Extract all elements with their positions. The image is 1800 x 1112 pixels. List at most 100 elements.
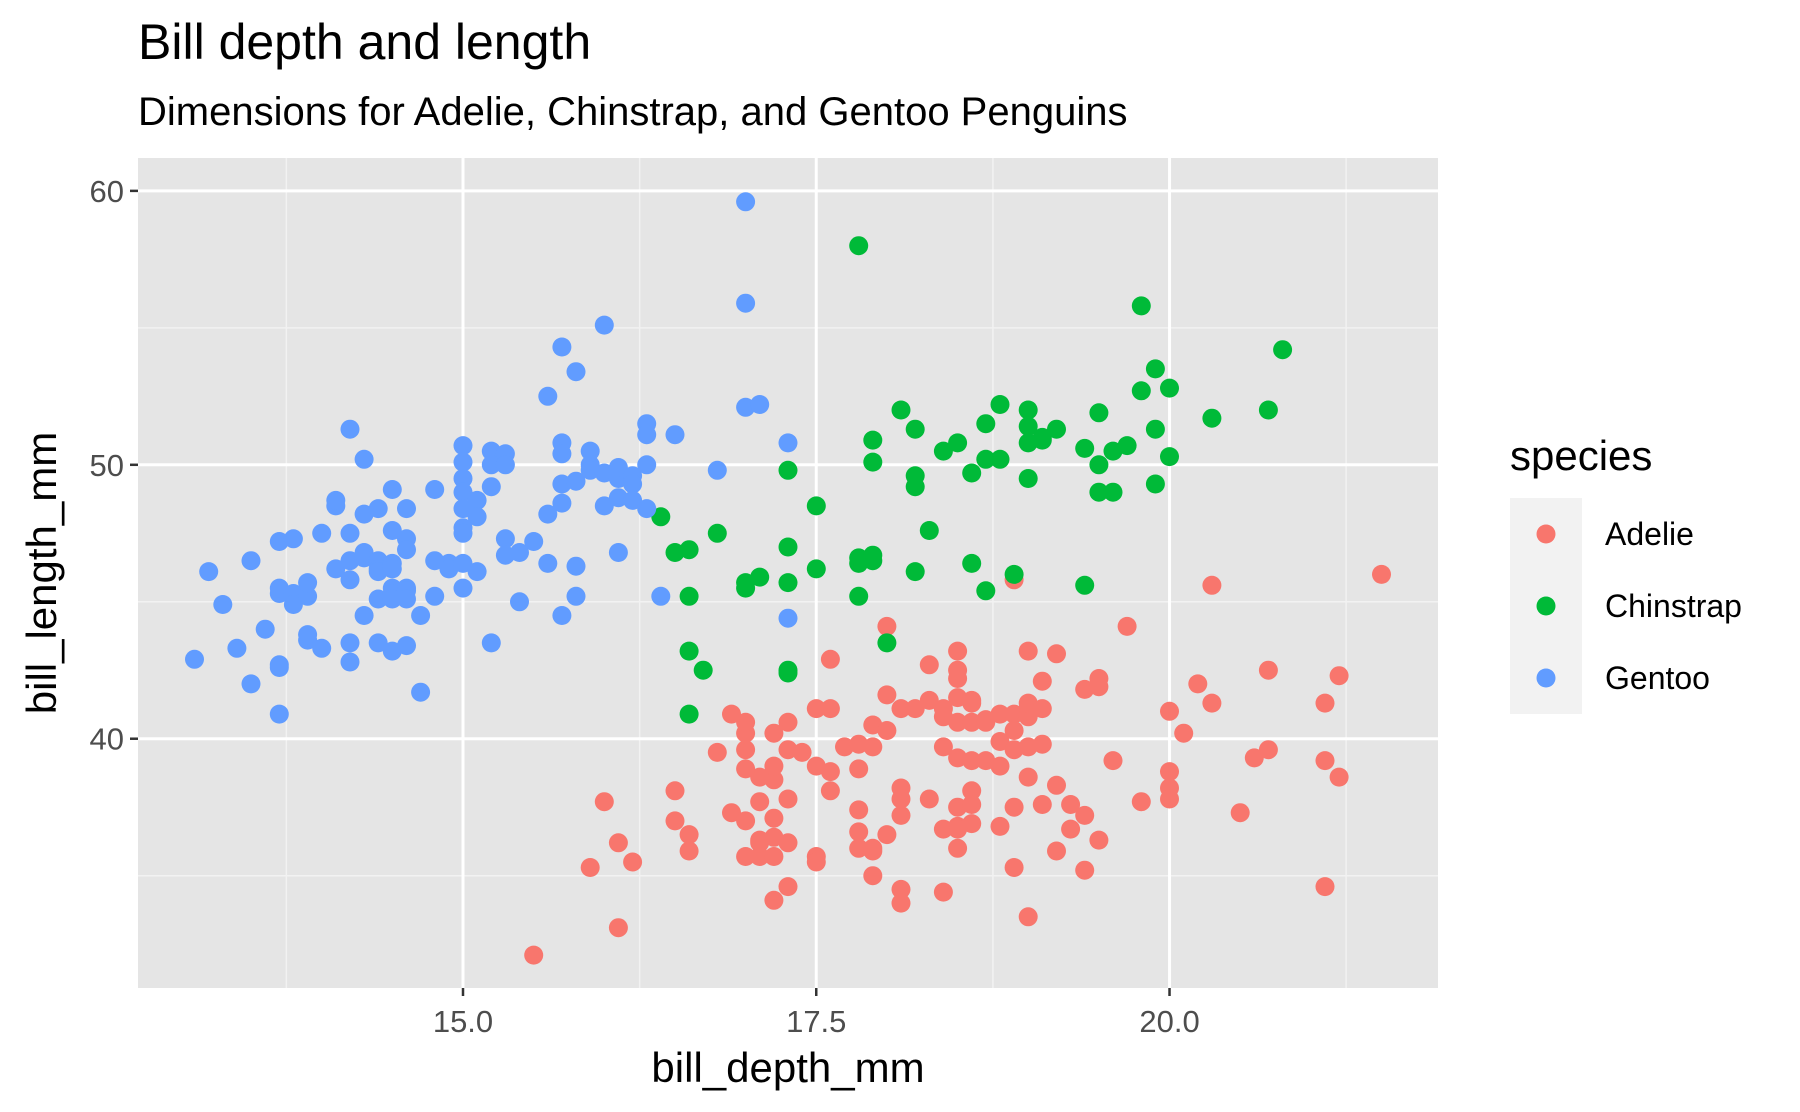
data-point-gentoo <box>524 532 544 551</box>
data-point-adelie <box>1032 699 1052 719</box>
data-point-gentoo <box>185 649 204 669</box>
data-point-gentoo <box>736 293 756 313</box>
data-point-gentoo <box>637 499 657 519</box>
data-point-adelie <box>594 792 614 812</box>
y-tick-label: 50 <box>90 448 124 483</box>
data-point-chinstrap <box>1131 296 1151 316</box>
data-point-adelie <box>990 756 1010 776</box>
data-point-chinstrap <box>806 559 826 579</box>
data-point-adelie <box>1018 707 1038 727</box>
data-point-gentoo <box>340 633 360 653</box>
data-point-adelie <box>750 792 770 812</box>
data-point-chinstrap <box>976 414 996 434</box>
minor-gridlines <box>138 158 1438 988</box>
data-point-gentoo <box>425 586 445 606</box>
data-point-gentoo <box>453 452 473 472</box>
data-point-gentoo <box>665 425 685 445</box>
data-point-gentoo <box>255 619 275 639</box>
data-point-gentoo <box>651 586 671 606</box>
legend-key-gentoo <box>1536 668 1556 688</box>
data-point-adelie <box>1047 644 1066 664</box>
data-point-chinstrap <box>962 553 982 573</box>
data-point-adelie <box>1061 795 1081 814</box>
data-point-chinstrap <box>778 573 798 593</box>
data-point-gentoo <box>241 551 261 571</box>
data-point-adelie <box>1315 877 1335 897</box>
data-point-adelie <box>1244 748 1264 768</box>
data-point-adelie <box>1004 721 1024 740</box>
data-point-chinstrap <box>919 521 939 540</box>
data-point-gentoo <box>495 545 515 565</box>
data-point-adelie <box>792 742 812 762</box>
data-point-gentoo <box>467 490 487 510</box>
data-point-chinstrap <box>1018 416 1038 436</box>
data-point-chinstrap <box>1145 359 1165 379</box>
data-point-chinstrap <box>1131 381 1151 401</box>
data-point-adelie <box>778 789 798 809</box>
legend-key-adelie <box>1536 524 1556 544</box>
data-point-chinstrap <box>1145 419 1165 439</box>
data-point-chinstrap <box>905 562 925 582</box>
data-point-chinstrap <box>863 452 883 472</box>
data-point-chinstrap <box>1117 436 1137 456</box>
data-point-adelie <box>919 690 939 710</box>
data-point-adelie <box>1372 564 1391 584</box>
data-point-chinstrap <box>891 400 911 420</box>
data-point-chinstrap <box>849 553 869 573</box>
data-point-gentoo <box>397 499 416 519</box>
data-point-chinstrap <box>849 236 869 256</box>
data-point-gentoo <box>382 521 402 540</box>
data-point-adelie <box>1188 674 1208 694</box>
data-point-chinstrap <box>1075 438 1095 458</box>
data-point-gentoo <box>552 606 572 625</box>
data-point-chinstrap <box>863 551 883 571</box>
data-point-gentoo <box>298 586 318 606</box>
series-chinstrap <box>651 236 1293 724</box>
data-point-adelie <box>1032 734 1052 754</box>
data-point-chinstrap <box>990 395 1010 414</box>
chart-title: Bill depth and length <box>138 14 591 70</box>
data-point-gentoo <box>368 633 388 653</box>
data-point-gentoo <box>354 606 374 625</box>
data-point-gentoo <box>326 490 346 510</box>
data-point-chinstrap <box>948 433 968 453</box>
data-point-gentoo <box>481 477 501 497</box>
data-point-adelie <box>722 704 741 724</box>
data-point-adelie <box>863 838 883 858</box>
data-point-adelie <box>1160 701 1179 721</box>
data-point-adelie <box>933 819 953 839</box>
data-point-adelie <box>877 685 897 705</box>
data-point-adelie <box>919 789 939 809</box>
data-point-adelie <box>1230 803 1250 823</box>
data-point-chinstrap <box>863 430 883 450</box>
data-point-adelie <box>1315 751 1335 771</box>
data-point-gentoo <box>227 638 247 658</box>
data-point-chinstrap <box>849 586 869 606</box>
data-point-gentoo <box>538 553 558 573</box>
data-point-adelie <box>778 877 798 897</box>
data-point-adelie <box>990 732 1010 751</box>
data-point-adelie <box>1018 641 1038 661</box>
data-point-chinstrap <box>1273 340 1293 360</box>
data-point-gentoo <box>778 433 798 453</box>
data-point-adelie <box>1174 723 1194 743</box>
data-point-gentoo <box>269 532 289 551</box>
data-point-adelie <box>665 781 685 801</box>
data-point-gentoo <box>453 436 473 456</box>
data-point-adelie <box>962 693 982 713</box>
data-point-adelie <box>1258 660 1278 680</box>
legend-label-gentoo: Gentoo <box>1605 660 1710 696</box>
data-point-adelie <box>1004 858 1024 877</box>
data-point-gentoo <box>340 570 360 590</box>
data-point-adelie <box>849 800 869 820</box>
data-point-chinstrap <box>962 463 982 483</box>
data-point-adelie <box>820 649 840 669</box>
data-point-gentoo <box>637 455 657 475</box>
data-point-chinstrap <box>1258 400 1278 420</box>
data-point-adelie <box>1117 616 1137 636</box>
x-axis-title: bill_depth_mm <box>651 1044 924 1091</box>
data-point-adelie <box>1160 762 1179 782</box>
data-point-gentoo <box>397 540 416 560</box>
data-point-gentoo <box>566 471 586 491</box>
data-point-chinstrap <box>1075 575 1095 595</box>
